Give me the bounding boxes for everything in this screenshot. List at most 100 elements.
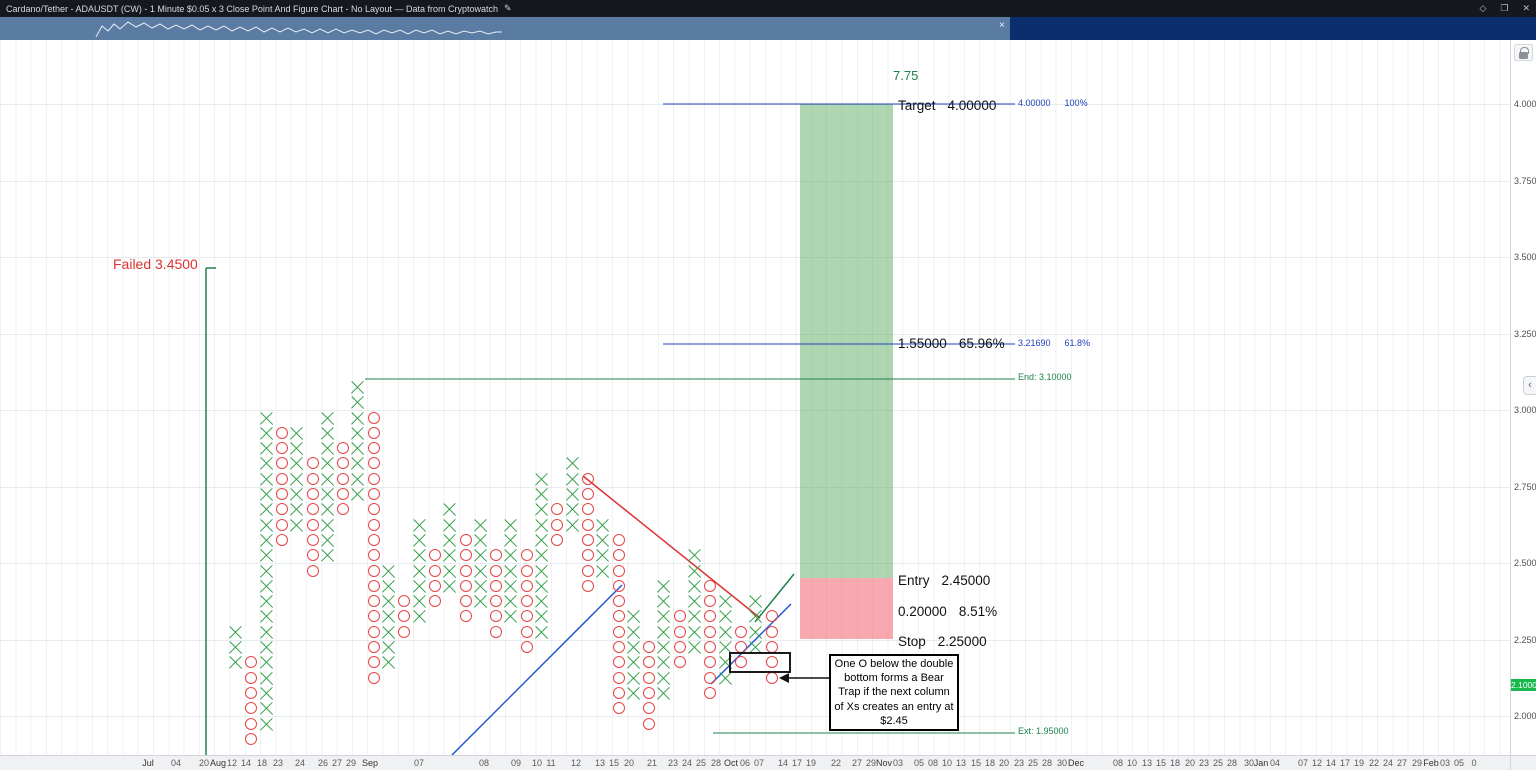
time-axis-label: Feb (1423, 758, 1439, 768)
pnf-x-mark (536, 580, 549, 593)
target-label: Target (898, 98, 936, 113)
pnf-x-mark (291, 488, 304, 501)
pnf-x-mark (261, 641, 274, 654)
time-axis-label: 08 (1112, 758, 1124, 768)
pnf-x-mark (230, 656, 243, 669)
price-axis-label: 3.7500 (1514, 175, 1536, 186)
time-axis-label: 27 (851, 758, 863, 768)
pnf-o-mark (520, 610, 533, 623)
pnf-x-mark (475, 595, 488, 608)
fib-100-value: 4.00000 (1018, 98, 1051, 108)
position-tool-loss-zone[interactable] (800, 578, 893, 639)
pnf-o-mark (397, 595, 410, 608)
pnf-o-mark (275, 503, 288, 516)
pnf-o-mark (367, 625, 380, 638)
time-axis-label: 12 (1311, 758, 1323, 768)
pnf-x-mark (597, 534, 610, 547)
position-tool-profit-zone[interactable] (800, 104, 893, 578)
time-axis-label: 23 (1013, 758, 1025, 768)
pnf-x-mark (322, 534, 335, 547)
time-axis-label: 13 (1141, 758, 1153, 768)
time-axis-label: 07 (753, 758, 765, 768)
overview-band[interactable]: × (0, 17, 1536, 40)
pnf-o-mark (673, 641, 686, 653)
time-axis-label: 07 (1297, 758, 1309, 768)
pnf-x-mark (536, 595, 549, 608)
pnf-x-mark (261, 626, 274, 639)
time-axis-label: 03 (1439, 758, 1451, 768)
bear-trap-note[interactable]: One O below the double bottom forms a Be… (829, 654, 959, 731)
pnf-o-mark (367, 595, 380, 608)
pnf-x-mark (261, 580, 274, 593)
pnf-x-mark (536, 519, 549, 532)
pnf-o-mark (367, 442, 380, 455)
double-bottom-rect[interactable] (729, 652, 791, 673)
time-axis-label: 22 (1368, 758, 1380, 768)
band-close-icon[interactable]: × (999, 20, 1005, 31)
pnf-o-mark (306, 472, 319, 485)
failed-label[interactable]: Failed 3.4500 (113, 256, 198, 272)
pnf-o-mark (367, 641, 380, 653)
time-axis-label: Jan (1253, 758, 1269, 768)
time-axis-label: 05 (913, 758, 925, 768)
pnf-o-mark (703, 686, 716, 699)
pnf-x-mark (750, 595, 763, 608)
price-gridline (0, 333, 1510, 335)
pnf-x-mark (567, 519, 580, 532)
pnf-x-mark (414, 580, 427, 593)
support-trendline-1[interactable] (451, 584, 623, 755)
time-axis-label: 10 (1126, 758, 1138, 768)
pnf-x-mark (322, 442, 335, 455)
price-axis[interactable]: 4.0000 3.7500 3.5000 3.2500 3.0000 2.7500 2.50… (1510, 40, 1536, 755)
pnf-o-mark (520, 641, 533, 653)
pnf-o-mark (581, 503, 594, 516)
close-window-icon[interactable]: ✕ (1522, 3, 1530, 13)
entry-value: 2.45000 (941, 573, 991, 588)
pnf-o-mark (244, 656, 257, 669)
price-axis-label: 4.0000 (1514, 99, 1536, 109)
pnf-o-mark (275, 518, 288, 531)
pnf-x-mark (230, 626, 243, 639)
time-axis-label: 06 (739, 758, 751, 768)
pnf-x-mark (322, 488, 335, 501)
ext-level-label: Ext: 1.95000 (1018, 726, 1069, 736)
window-titlebar[interactable]: Cardano/Tether - ADAUSDT (CW) - 1 Minute… (0, 0, 1536, 17)
fib-618-label: 3.21690 61.8% (1018, 338, 1090, 348)
time-axis-label: 18 (1169, 758, 1181, 768)
time-axis-label: 15 (608, 758, 620, 768)
restore-window-icon[interactable]: ❐ (1500, 3, 1509, 13)
pnf-x-mark (261, 672, 274, 685)
chart-canvas[interactable]: Failed 3.4500 7.75 Target 4.00000 1.5500… (0, 40, 1510, 755)
time-axis[interactable]: Jul 04 20 Aug 12 14 18 23 24 26 27 29 Sep 07 08 09 10 11 1… (0, 755, 1536, 770)
edit-icon[interactable]: ✎ (504, 3, 512, 13)
pnf-o-mark (336, 472, 349, 485)
pnf-x-mark (505, 580, 518, 593)
pnf-o-mark (336, 503, 349, 516)
pnf-o-mark (703, 610, 716, 623)
pnf-x-mark (658, 641, 671, 654)
collapse-panel-icon[interactable]: ‹ (1523, 376, 1536, 395)
pnf-x-mark (352, 396, 365, 409)
lock-icon[interactable] (1514, 44, 1533, 61)
time-axis-label: 19 (1353, 758, 1365, 768)
vertical-count-label[interactable]: 7.75 (893, 68, 919, 83)
pnf-o-mark (612, 533, 625, 546)
layout-diamond-icon[interactable]: ◇ (1479, 3, 1487, 13)
pnf-o-mark (275, 426, 288, 439)
pnf-x-mark (261, 519, 274, 532)
time-axis-label: Oct (723, 758, 739, 768)
pnf-x-mark (291, 503, 304, 516)
pnf-x-mark (261, 687, 274, 700)
time-axis-label: Dec (1067, 758, 1085, 768)
stop-label: Stop (898, 634, 926, 649)
fib-100-percent: 100% (1064, 98, 1088, 108)
pnf-o-mark (367, 610, 380, 623)
pnf-o-mark (673, 656, 686, 669)
pnf-x-mark (567, 457, 580, 470)
pnf-o-mark (520, 625, 533, 638)
pnf-o-mark (367, 518, 380, 531)
time-axis-label: 29 (865, 758, 877, 768)
time-axis-label: 29 (1411, 758, 1423, 768)
pnf-o-mark (612, 579, 625, 592)
pnf-o-mark (581, 472, 594, 485)
